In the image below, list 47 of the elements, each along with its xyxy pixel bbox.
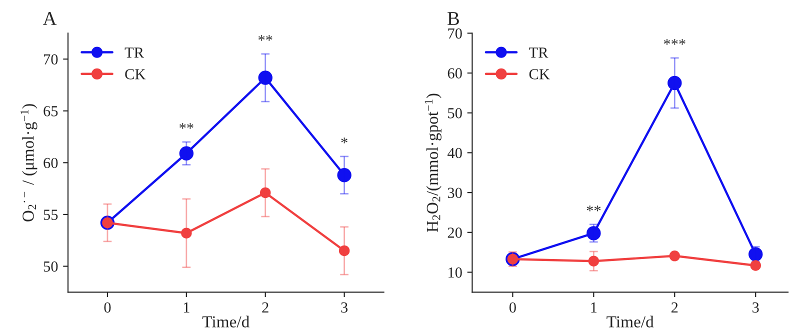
legend-label: CK (125, 69, 146, 80)
annotation: *** (664, 39, 686, 45)
annotation: ** (586, 206, 601, 212)
y-tick-label: 50 (448, 108, 462, 118)
point (337, 168, 352, 182)
y-tick-label: 50 (44, 261, 58, 272)
y-tick-label: 60 (44, 158, 58, 168)
point (586, 226, 601, 240)
point (668, 76, 682, 90)
y-tick-label: 70 (44, 54, 58, 65)
x-tick-label: 1 (591, 302, 597, 312)
point (588, 256, 600, 266)
chart-title: B (448, 12, 459, 25)
y-tick-label: 65 (44, 106, 58, 116)
legend-label: TR (124, 48, 144, 58)
annotation: ** (258, 35, 272, 41)
point (748, 247, 763, 262)
point (338, 245, 350, 256)
chart-title: A (42, 12, 57, 25)
x-tick-label: 2 (262, 302, 268, 312)
y-tick-label: 30 (448, 188, 462, 198)
x-tick-label: 1 (184, 302, 190, 312)
x-axis-title: Time/d (606, 316, 654, 328)
y-tick-label: 55 (44, 210, 58, 220)
x-tick-label: 3 (752, 302, 759, 313)
x-axis-title: Time/d (202, 316, 250, 328)
annotation: * (341, 138, 348, 144)
point (669, 250, 680, 262)
point (260, 187, 271, 198)
x-tick-label: 0 (104, 302, 111, 313)
x-tick-label: 0 (509, 302, 516, 313)
x-tick-label: 2 (671, 302, 678, 312)
x-tick-label: 3 (341, 302, 348, 313)
point (258, 70, 272, 85)
point (179, 146, 194, 160)
y-tick-label: 70 (448, 28, 462, 39)
legend-label: CK (529, 69, 550, 80)
legend-label: TR (529, 48, 548, 58)
y-tick-label: 60 (448, 68, 462, 78)
y-axis-title: H$_{2}$O$_{2}$/(mmol·gpot$^{−1}$) (424, 94, 442, 232)
point (750, 260, 761, 271)
y-tick-label: 40 (448, 148, 462, 158)
point (181, 228, 192, 238)
y-tick-label: 20 (448, 228, 462, 238)
annotation: ** (180, 123, 194, 129)
y-axis-title: O$_{2}$$^{·−}$ / (μmol·g$^{−1}$) (20, 104, 38, 222)
y-tick-label: 10 (448, 267, 462, 278)
